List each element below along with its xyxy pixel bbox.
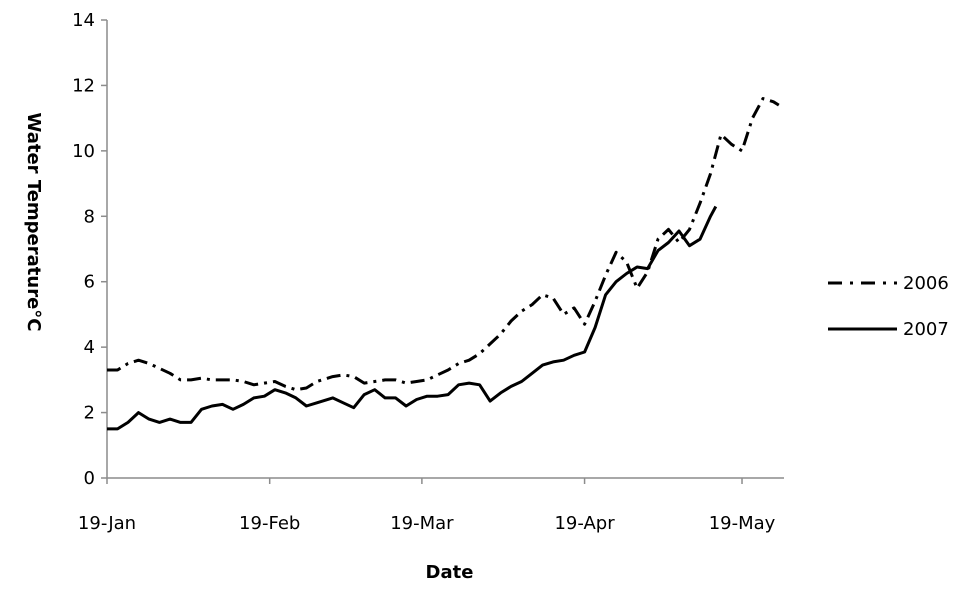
legend-label-2007: 2007: [903, 319, 949, 340]
x-tick-label: 19-Jan: [78, 513, 136, 534]
y-tick-label: 8: [84, 206, 95, 227]
x-tick-label: 19-Apr: [554, 513, 615, 534]
legend: 2006 2007: [828, 273, 949, 340]
x-tick-label: 19-Mar: [390, 513, 454, 534]
series-line-2006: [107, 97, 780, 392]
y-tick-label: 14: [72, 10, 95, 31]
x-tick-label: 19-May: [709, 513, 776, 534]
y-tick-label: 6: [84, 272, 95, 293]
y-tick-label: 12: [72, 75, 95, 96]
y-tick-label: 0: [84, 468, 95, 489]
y-axis-ticks: 0 2 4 6 8 10 12 14: [72, 10, 107, 489]
y-tick-label: 4: [84, 337, 95, 358]
series-line-2007: [107, 205, 718, 431]
y-axis-title: Water Temperature°C: [23, 113, 44, 332]
x-tick-label: 19-Feb: [239, 513, 300, 534]
series-layer: [107, 97, 780, 431]
y-tick-label: 2: [84, 403, 95, 424]
legend-label-2006: 2006: [903, 273, 949, 294]
x-axis-title: Date: [426, 562, 474, 583]
y-tick-label: 10: [72, 141, 95, 162]
x-axis-ticks: 19-Jan 19-Feb 19-Mar 19-Apr 19-May: [78, 478, 776, 534]
